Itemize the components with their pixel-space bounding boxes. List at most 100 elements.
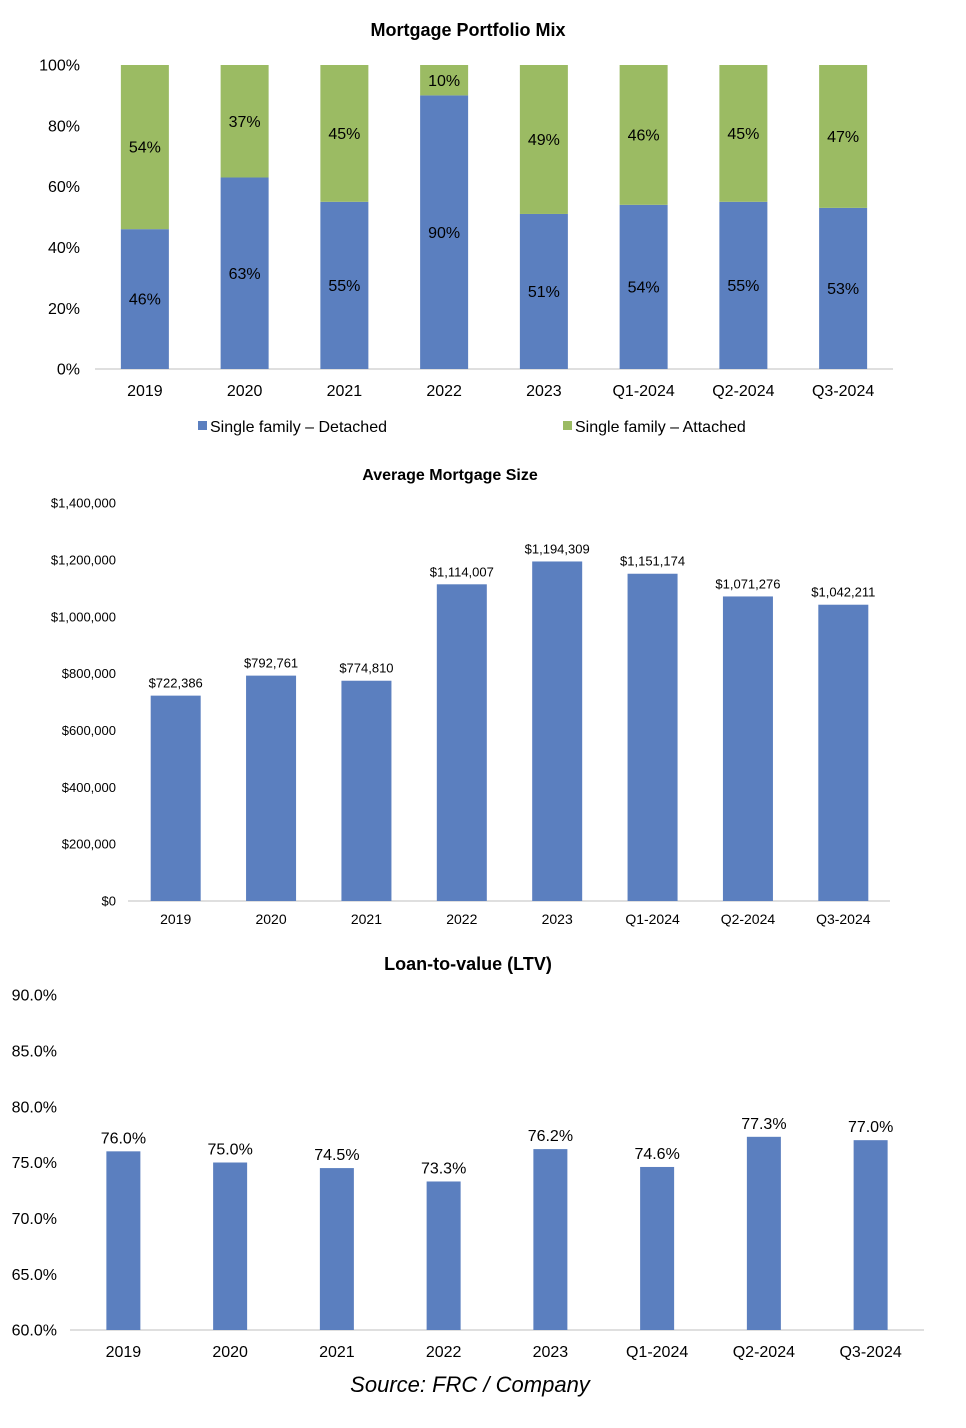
chart1-bar-attached xyxy=(519,65,568,214)
chart2-ytick-label: $200,000 xyxy=(62,837,116,852)
chart2-category-label: 2021 xyxy=(351,911,382,927)
chart3-data-label: 75.0% xyxy=(207,1142,252,1159)
chart3-data-label: 76.0% xyxy=(101,1130,146,1147)
chart3-bar xyxy=(640,1166,675,1330)
chart2-ytick-label: $600,000 xyxy=(62,723,116,738)
chart2-ytick-label: $1,000,000 xyxy=(51,609,116,624)
chart3-category-label: 2020 xyxy=(212,1344,248,1361)
chart2-bar xyxy=(436,584,487,901)
chart2-bar xyxy=(341,680,392,901)
chart1-category-label: 2022 xyxy=(426,383,462,400)
chart3-bar xyxy=(533,1149,568,1330)
chart3-data-label: 76.2% xyxy=(528,1128,573,1145)
chart1-category-label: 2023 xyxy=(526,383,562,400)
chart2-category-label: Q1-2024 xyxy=(625,911,680,927)
chart1-data-label: 54% xyxy=(129,140,161,157)
chart2-category-label: 2022 xyxy=(446,911,477,927)
chart2-ytick-label: $1,200,000 xyxy=(51,552,116,567)
chart3-category-label: Q2-2024 xyxy=(733,1344,795,1361)
chart2-ytick-label: $1,400,000 xyxy=(51,496,116,511)
chart3-data-label: 73.3% xyxy=(421,1160,466,1177)
chart1-bar-attached xyxy=(420,65,469,96)
chart1-ytick-label: 0% xyxy=(57,362,80,379)
chart1-data-label: 53% xyxy=(827,281,859,298)
chart3-bar xyxy=(746,1136,781,1330)
chart2-category-label: 2023 xyxy=(542,911,573,927)
chart1-data-label: 45% xyxy=(328,126,360,143)
chart1-bar-attached xyxy=(120,65,169,230)
chart3-data-label: 74.5% xyxy=(314,1147,359,1164)
chart1-data-label: 49% xyxy=(528,132,560,149)
chart1-data-label: 37% xyxy=(229,114,261,131)
chart1-data-label: 45% xyxy=(727,126,759,143)
chart2-ytick-label: $0 xyxy=(102,894,116,909)
chart1-category-label: Q2-2024 xyxy=(712,383,774,400)
chart3-category-label: 2023 xyxy=(533,1344,569,1361)
chart1-category-label: Q1-2024 xyxy=(612,383,674,400)
chart1-title: Mortgage Portfolio Mix xyxy=(371,20,566,40)
chart1-data-label: 54% xyxy=(628,280,660,297)
chart2-category-label: 2019 xyxy=(160,911,191,927)
chart1-bar-detached xyxy=(819,207,868,369)
chart1-bar-attached xyxy=(220,65,269,178)
chart1-category-label: 2021 xyxy=(327,383,363,400)
chart2-data-label: $792,761 xyxy=(244,656,298,671)
chart3-ytick-label: 80.0% xyxy=(12,1099,57,1116)
chart1-data-label: 51% xyxy=(528,284,560,301)
chart2-category-label: Q2-2024 xyxy=(721,911,776,927)
chart1-ytick-label: 40% xyxy=(48,240,80,257)
chart1-ytick-label: 60% xyxy=(48,179,80,196)
chart1-bar-attached xyxy=(320,65,369,202)
chart1-legend-label: Single family – Attached xyxy=(575,419,746,436)
chart2-bar xyxy=(246,675,297,901)
chart2-data-label: $1,071,276 xyxy=(715,576,780,591)
chart3-category-label: Q3-2024 xyxy=(839,1344,901,1361)
chart1-bar-detached xyxy=(420,95,469,370)
chart3-data-label: 77.0% xyxy=(848,1119,893,1136)
chart2-data-label: $1,042,211 xyxy=(811,585,875,600)
chart1-ytick-label: 20% xyxy=(48,301,80,318)
chart2-bar xyxy=(150,695,201,901)
chart3-ytick-label: 75.0% xyxy=(12,1155,57,1172)
chart2-bar xyxy=(627,573,678,901)
chart1-category-label: 2019 xyxy=(127,383,163,400)
chart1-bar-detached xyxy=(719,201,768,369)
chart2-bar xyxy=(818,604,869,901)
chart3-category-label: 2019 xyxy=(106,1344,142,1361)
chart1-bar-detached xyxy=(519,213,568,369)
chart1-legend-label: Single family – Detached xyxy=(210,419,387,436)
chart1-bar-detached xyxy=(120,229,169,369)
chart2-category-label: 2020 xyxy=(255,911,286,927)
chart3-bar xyxy=(319,1168,354,1330)
chart3-category-label: 2022 xyxy=(426,1344,462,1361)
chart1-bar-detached xyxy=(320,201,369,369)
chart2-ytick-label: $800,000 xyxy=(62,666,116,681)
chart1-bar-detached xyxy=(619,204,668,369)
chart2-bar xyxy=(722,596,773,901)
chart1-category-label: 2020 xyxy=(227,383,263,400)
chart3-bar xyxy=(853,1140,888,1330)
chart3-category-label: Q1-2024 xyxy=(626,1344,688,1361)
chart2-data-label: $1,151,174 xyxy=(620,554,685,569)
chart1-legend-swatch xyxy=(198,421,207,430)
chart3-ytick-label: 60.0% xyxy=(12,1323,57,1340)
chart3-title: Loan-to-value (LTV) xyxy=(384,954,552,974)
chart1-ytick-label: 80% xyxy=(48,118,80,135)
chart2-data-label: $1,114,007 xyxy=(430,564,494,579)
chart1-data-label: 63% xyxy=(229,266,261,283)
chart1-bar-attached xyxy=(619,65,668,205)
chart1-data-label: 46% xyxy=(129,292,161,309)
chart2-category-label: Q3-2024 xyxy=(816,911,871,927)
chart1-bar-attached xyxy=(719,65,768,202)
chart1-legend-swatch xyxy=(563,421,572,430)
chart1-data-label: 46% xyxy=(628,128,660,145)
source-note: Source: FRC / Company xyxy=(350,1372,590,1397)
chart2-title: Average Mortgage Size xyxy=(362,467,538,484)
chart3-data-label: 74.6% xyxy=(634,1146,679,1163)
chart2-data-label: $774,810 xyxy=(339,661,393,676)
chart2-bar xyxy=(532,561,583,901)
chart1-bar-detached xyxy=(220,177,269,369)
chart3-ytick-label: 70.0% xyxy=(12,1211,57,1228)
chart3-category-label: 2021 xyxy=(319,1344,355,1361)
